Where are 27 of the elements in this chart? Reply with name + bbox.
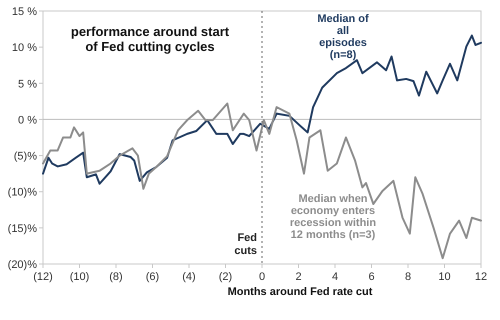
- x-tick-label: 6: [368, 271, 375, 283]
- y-tick-label: 0 %: [18, 114, 38, 126]
- x-tick-label: 4: [332, 271, 338, 283]
- x-tick-label: 2: [295, 271, 302, 283]
- x-tick-label: (2): [218, 271, 232, 283]
- x-tick-label: (12): [33, 271, 53, 283]
- series-label: Median of all episodes (n=8): [317, 13, 369, 61]
- y-tick-label: (15)%: [8, 222, 38, 235]
- y-tick-label: (5)%: [14, 150, 38, 163]
- x-tick-label: 12: [474, 271, 488, 283]
- x-tick-label: 8: [404, 271, 412, 283]
- x-axis-title: Months around Fed rate cut: [228, 286, 373, 298]
- y-tick-label: 10 %: [12, 42, 38, 54]
- y-tick-label: (20)%: [8, 259, 38, 271]
- text: performance around start of Fed cutting cycles: [70, 24, 230, 54]
- x-tick-label: 0: [258, 271, 266, 283]
- x-tick-label: (10): [70, 271, 90, 283]
- series-label: Median when economy enters recession within 12 months (n=3): [290, 193, 376, 241]
- x-tick-label: (4): [182, 271, 196, 283]
- line-series: [42, 102, 482, 260]
- x-tick-label: (8): [109, 271, 123, 283]
- y-tick-label: 5 %: [18, 78, 38, 90]
- x-tick-label: (6): [146, 271, 160, 283]
- y-tick-label: (10)%: [8, 186, 38, 199]
- x-tick-label: 10: [438, 271, 451, 283]
- y-tick-label: 15 %: [12, 6, 38, 18]
- ref-line-label: Fed cuts: [234, 232, 257, 257]
